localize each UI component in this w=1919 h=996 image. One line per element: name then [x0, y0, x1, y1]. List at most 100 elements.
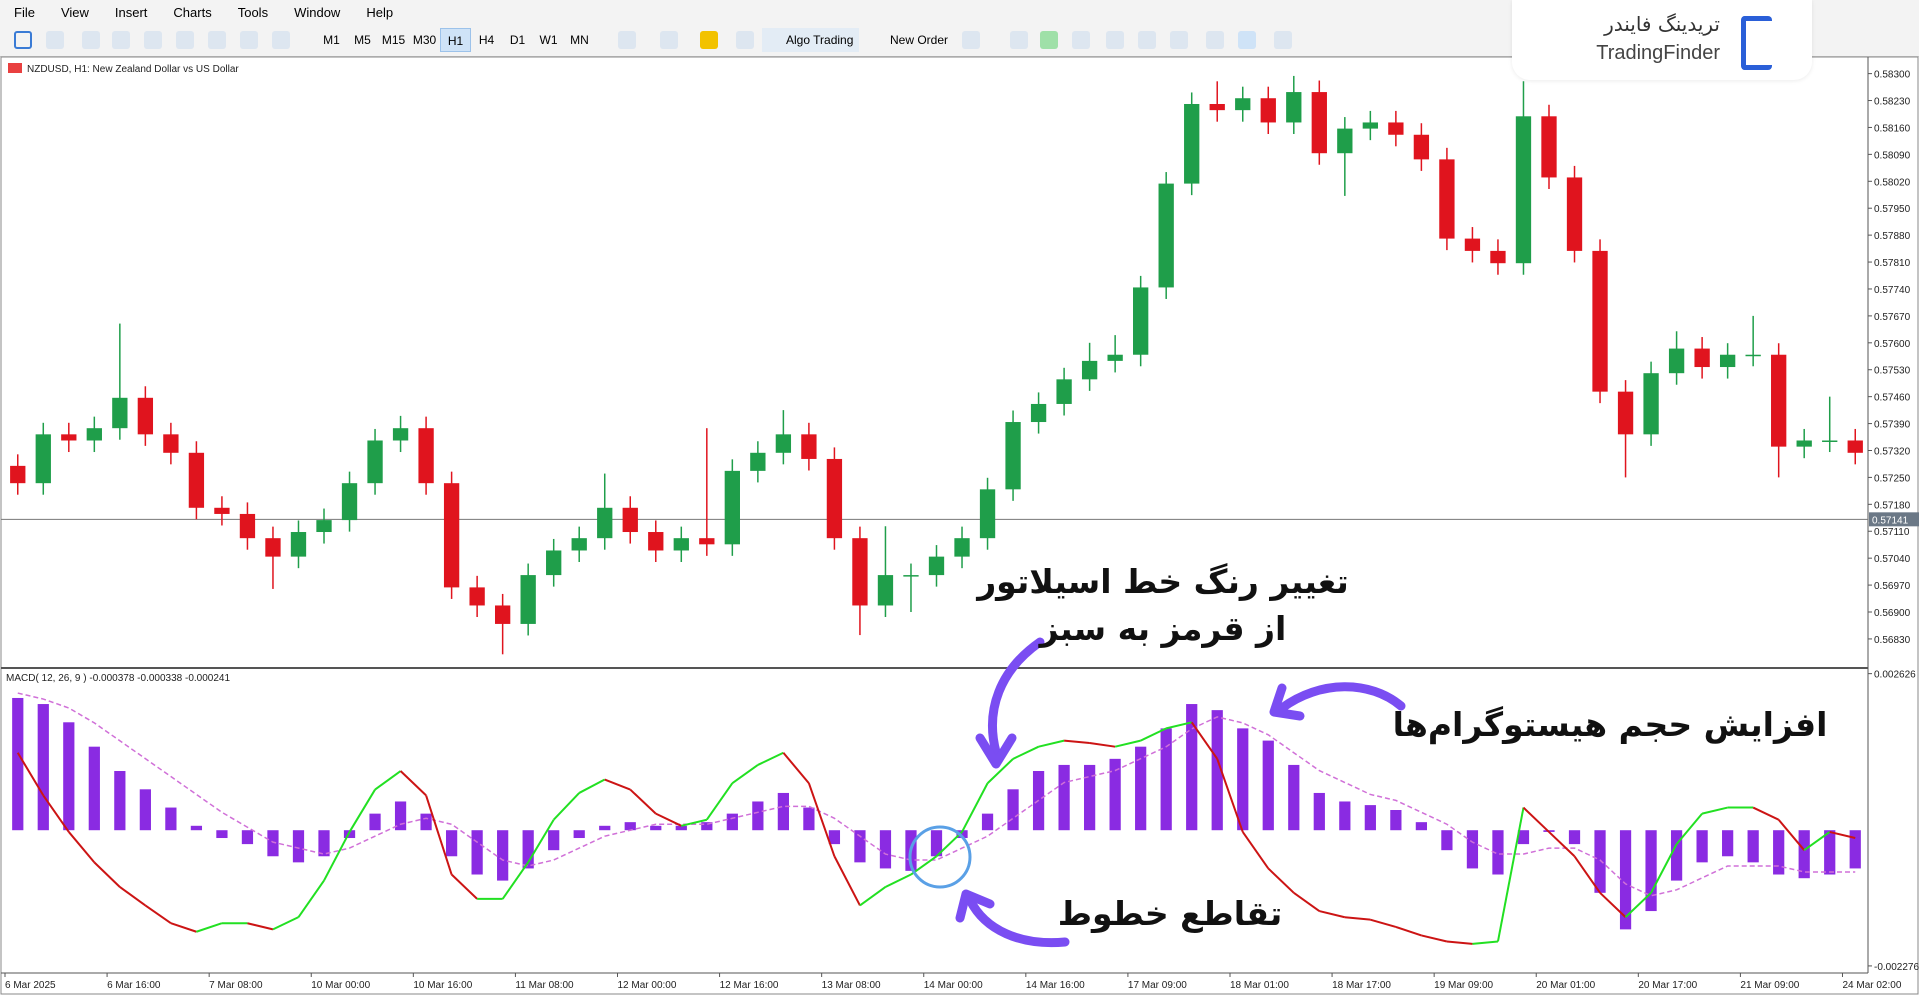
oscillator-segment [1165, 721, 1192, 730]
histogram-bar [114, 771, 126, 831]
candle-body [1541, 116, 1557, 178]
timeframe-button[interactable]: M1 [323, 33, 340, 47]
market-icon[interactable] [962, 31, 980, 49]
candle-body [877, 575, 894, 606]
shapes-icon[interactable] [272, 31, 290, 49]
oscillator-segment [604, 778, 631, 791]
channel-icon[interactable] [176, 31, 194, 49]
menu-item[interactable]: Insert [114, 4, 148, 20]
candle-body [1617, 391, 1634, 435]
histogram-bar [1160, 728, 1172, 831]
indicator-icon[interactable] [660, 31, 678, 49]
new-order-button[interactable]: New Order [890, 33, 949, 47]
chart-type-icon[interactable] [618, 31, 636, 49]
menu-item[interactable]: Tools [237, 4, 269, 20]
text-icon[interactable] [240, 31, 258, 49]
oscillator-segment [1446, 940, 1473, 945]
trade-icon[interactable] [736, 31, 754, 49]
candle-body [1260, 98, 1276, 123]
timeframe-button[interactable]: MN [570, 33, 589, 47]
signals-icon[interactable] [700, 31, 718, 49]
histogram-bar [1237, 728, 1249, 831]
hline-icon[interactable] [112, 31, 130, 49]
oscillator-segment [1701, 806, 1728, 815]
cursor-icon[interactable] [14, 31, 32, 49]
x-tick-label: 7 Mar 08:00 [209, 980, 263, 991]
histogram-bar [981, 813, 994, 831]
zoom-in-icon[interactable] [1106, 31, 1124, 49]
histogram-bar [573, 830, 585, 839]
timeframe-button[interactable]: H4 [478, 33, 495, 47]
arrow-head [1269, 683, 1305, 721]
screenshot-icon[interactable] [1274, 31, 1292, 49]
histogram-bar [650, 825, 662, 831]
histogram-bar [216, 830, 228, 839]
histogram-bar [1211, 710, 1223, 831]
oscillator-segment [986, 758, 1014, 784]
y-tick-label: 0.58090 [1874, 150, 1911, 161]
candle-body [673, 538, 689, 551]
candle-body [188, 452, 205, 508]
grid-icon[interactable] [1170, 31, 1188, 49]
shift-icon[interactable] [1238, 31, 1256, 49]
candle-body [1133, 287, 1149, 355]
zoom-out-icon[interactable] [1138, 31, 1156, 49]
y-tick-label: 0.57530 [1874, 366, 1911, 377]
candle-body [1337, 128, 1353, 154]
oscillator-segment [1241, 831, 1270, 870]
menu-item[interactable]: Help [366, 4, 394, 20]
menu-item[interactable]: Window [294, 4, 341, 20]
x-tick-label: 17 Mar 09:00 [1128, 980, 1187, 991]
oscillator-segment [1344, 916, 1371, 921]
candle-body [392, 428, 409, 441]
x-tick-label: 6 Mar 16:00 [107, 980, 161, 991]
trendline-icon[interactable] [144, 31, 162, 49]
timeframe-button[interactable]: M5 [354, 33, 371, 47]
candle-body [1081, 360, 1098, 380]
histogram-bar [522, 830, 534, 869]
timeframe-button[interactable]: W1 [539, 33, 558, 47]
menu-item[interactable]: File [14, 4, 35, 20]
candle-body [954, 538, 970, 557]
x-tick-label: 20 Mar 01:00 [1536, 980, 1595, 991]
histogram-bar [241, 830, 254, 845]
oscillator-segment [1829, 830, 1856, 839]
menu-item[interactable]: View [60, 4, 89, 20]
timeframe-button[interactable]: D1 [509, 33, 526, 47]
bar-icon[interactable] [1010, 31, 1028, 49]
vline-icon[interactable] [82, 31, 100, 49]
histogram-bar [471, 830, 483, 875]
oscillator-segment [1293, 892, 1320, 912]
line-icon[interactable] [1072, 31, 1090, 49]
candle-icon[interactable] [1040, 31, 1058, 49]
y-tick-label: 0.57110 [1874, 527, 1910, 538]
crosshair-icon[interactable] [46, 31, 64, 49]
x-tick-label: 11 Mar 08:00 [515, 980, 574, 991]
candle-body [1056, 379, 1072, 404]
oscillator-segment [1496, 807, 1525, 942]
autoscroll-icon[interactable] [1206, 31, 1224, 49]
y-tick-label: 0.58300 [1874, 70, 1911, 81]
histogram-bar [318, 830, 330, 857]
candle-body [86, 428, 102, 441]
timeframe-button[interactable]: M30 [412, 33, 437, 47]
candle-body [494, 605, 511, 624]
candle-body [775, 434, 792, 453]
candle-body [1719, 354, 1736, 368]
histogram-bar [1568, 830, 1581, 845]
histogram-bar [854, 830, 866, 863]
algo-trading-button[interactable]: Algo Trading [762, 28, 860, 52]
timeframe-button[interactable]: M15 [381, 33, 406, 47]
annotation-text: از قرمز به سبز [1038, 609, 1287, 649]
menu-item[interactable]: Charts [173, 4, 212, 20]
x-tick-label: 14 Mar 00:00 [924, 980, 983, 991]
oscillator-segment [705, 782, 734, 821]
timeframe-button[interactable]: H1 [440, 28, 471, 52]
histogram-bar [1670, 830, 1683, 881]
fibo-icon[interactable] [208, 31, 226, 49]
x-tick-label: 19 Mar 09:00 [1434, 980, 1493, 991]
histogram-bar [1722, 830, 1734, 857]
histogram-bar [828, 830, 841, 845]
y-tick-label: 0.57040 [1874, 554, 1911, 565]
